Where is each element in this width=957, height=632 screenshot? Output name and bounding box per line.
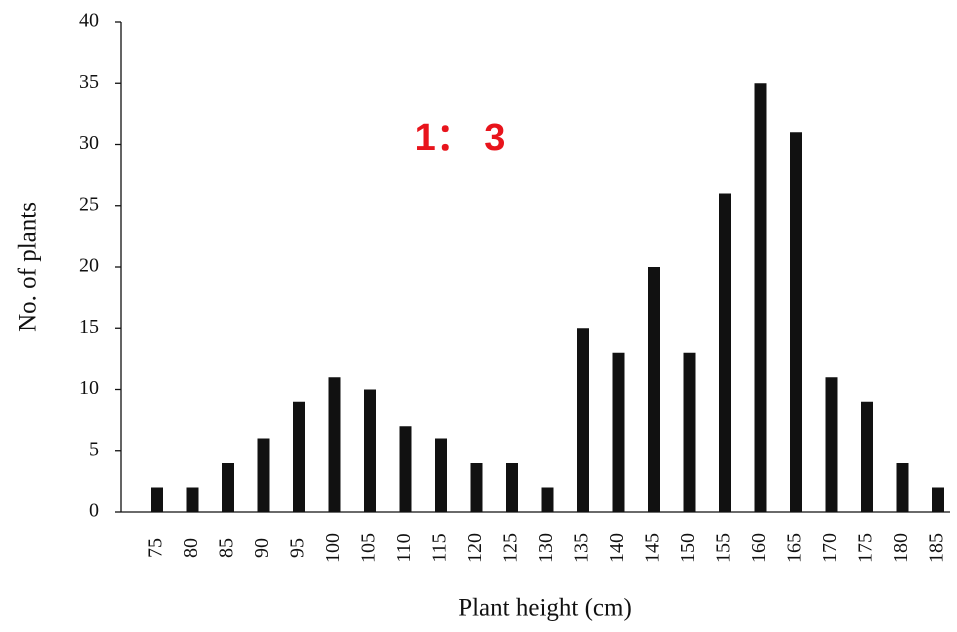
bar xyxy=(719,193,731,512)
bar xyxy=(435,438,447,512)
y-tick-label: 40 xyxy=(79,10,99,32)
bar xyxy=(896,463,909,512)
x-tick-label: 155 xyxy=(713,533,735,563)
bar xyxy=(825,377,838,512)
x-tick-label: 130 xyxy=(535,533,557,563)
x-tick-label: 170 xyxy=(819,533,841,563)
bar xyxy=(648,267,660,512)
bar xyxy=(932,487,944,512)
y-tick-label: 30 xyxy=(79,132,99,154)
bar xyxy=(186,487,199,512)
x-tick-label: 175 xyxy=(855,533,877,563)
x-tick-label: 180 xyxy=(890,533,912,563)
bar xyxy=(541,487,554,512)
x-tick-label: 80 xyxy=(180,538,202,558)
x-tick-label: 85 xyxy=(216,538,238,558)
bar xyxy=(328,377,341,512)
annotation: 1： 3 xyxy=(415,117,506,159)
bar xyxy=(293,401,305,512)
x-tick-label: 75 xyxy=(145,538,167,558)
bar xyxy=(506,463,518,512)
x-tick-label: 135 xyxy=(571,533,593,563)
bar xyxy=(399,426,412,512)
bar xyxy=(861,401,873,512)
x-tick-label: 105 xyxy=(358,533,380,563)
x-tick-label: 125 xyxy=(500,533,522,563)
x-tick-label: 140 xyxy=(606,533,628,563)
x-tick-label: 90 xyxy=(251,538,273,558)
x-axis-title: Plant height (cm) xyxy=(458,595,632,622)
y-tick-label: 25 xyxy=(79,193,99,215)
x-tick-label: 100 xyxy=(322,533,344,563)
bar xyxy=(683,352,696,512)
y-tick-label: 20 xyxy=(79,255,99,277)
x-tick-label: 110 xyxy=(393,533,415,562)
x-tick-label: 160 xyxy=(748,533,770,563)
y-tick-label: 5 xyxy=(89,438,99,460)
bar xyxy=(222,463,234,512)
bar xyxy=(257,438,270,512)
x-tick-label: 115 xyxy=(429,533,451,562)
bar xyxy=(790,132,802,512)
y-tick-label: 35 xyxy=(79,71,99,93)
x-tick-label: 165 xyxy=(784,533,806,563)
bar xyxy=(612,352,625,512)
bar xyxy=(754,83,767,512)
x-tick-label: 150 xyxy=(677,533,699,563)
x-tick-label: 95 xyxy=(287,538,309,558)
y-tick-label: 15 xyxy=(79,316,99,338)
y-axis-title: No. of plants xyxy=(15,202,42,332)
x-tick-label: 145 xyxy=(642,533,664,563)
bar xyxy=(577,328,589,512)
bar xyxy=(151,487,163,512)
bar xyxy=(470,463,483,512)
bar xyxy=(364,389,376,512)
y-tick-label: 0 xyxy=(89,500,99,522)
x-tick-label: 120 xyxy=(464,533,486,563)
y-tick-label: 10 xyxy=(79,377,99,399)
x-tick-label: 185 xyxy=(926,533,948,563)
